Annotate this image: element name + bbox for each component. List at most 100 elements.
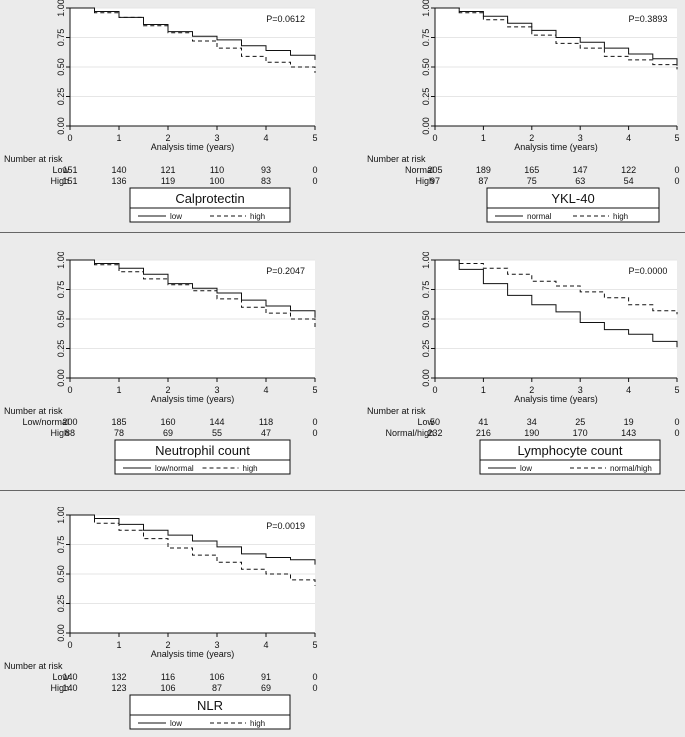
risk-count: 121	[160, 165, 175, 175]
y-tick-label: 0.25	[56, 595, 66, 613]
y-tick-label: 0.00	[56, 624, 66, 642]
risk-count: 69	[261, 683, 271, 693]
x-tick-label: 0	[67, 640, 72, 650]
risk-row-label: High	[415, 176, 434, 186]
risk-count: 87	[212, 683, 222, 693]
x-axis-label: Analysis time (years)	[514, 394, 598, 404]
risk-count: 0	[312, 176, 317, 186]
x-tick-label: 5	[312, 133, 317, 143]
x-tick-label: 4	[263, 640, 268, 650]
x-tick-label: 0	[67, 133, 72, 143]
x-axis-label: Analysis time (years)	[151, 394, 235, 404]
x-tick-label: 2	[165, 133, 170, 143]
risk-row-label: Low	[417, 417, 434, 427]
x-tick-label: 0	[67, 385, 72, 395]
risk-count: 55	[212, 428, 222, 438]
risk-count: 97	[430, 176, 440, 186]
p-value-label: P=0.2047	[266, 266, 305, 276]
risk-count: 118	[259, 417, 273, 427]
km-curve-low	[435, 259, 678, 348]
y-tick-label: 0.50	[56, 58, 66, 76]
risk-count: 190	[524, 428, 539, 438]
risk-count: 165	[524, 165, 539, 175]
risk-count: 170	[573, 428, 588, 438]
row-divider-1	[0, 232, 685, 233]
risk-table-header: Number at risk	[367, 154, 426, 164]
row-divider-2	[0, 490, 685, 491]
x-tick-label: 2	[165, 640, 170, 650]
risk-count: 205	[427, 165, 442, 175]
risk-count: 144	[209, 417, 224, 427]
km-chart-calprotectin: 0.00 0.25 0.50 0.75 1.00 0 1 2 3 4 5 Analysis time …	[4, 0, 318, 223]
p-value-label: P=0.0612	[266, 14, 305, 24]
risk-count: 106	[209, 672, 224, 682]
x-tick-label: 1	[481, 385, 486, 395]
risk-count: 0	[312, 683, 317, 693]
chart-title: Calprotectin	[175, 191, 244, 206]
risk-count: 160	[160, 417, 175, 427]
x-tick-label: 1	[481, 133, 486, 143]
risk-count: 0	[674, 176, 679, 186]
risk-count: 87	[478, 176, 488, 186]
x-tick-label: 4	[626, 385, 631, 395]
km-chart-neutrophil: 0.00 0.25 0.50 0.75 1.00 0 1 2 3 4 5 Analysis time …	[4, 252, 318, 475]
x-tick-label: 5	[674, 385, 679, 395]
y-tick-label: 0.25	[421, 88, 431, 106]
risk-count: 100	[209, 176, 224, 186]
legend-label: high	[613, 212, 628, 221]
km-panel-ykl40: 0.00 0.25 0.50 0.75 1.00 0 1 2 3 4 5 Analysis time …	[365, 0, 685, 230]
y-tick-label: 0.75	[56, 536, 66, 554]
km-curve-high	[70, 7, 316, 73]
risk-count: 93	[261, 165, 271, 175]
km-curve-high	[70, 259, 316, 328]
y-tick-label: 0.75	[56, 29, 66, 47]
y-tick-label: 1.00	[421, 252, 431, 269]
y-tick-label: 0.75	[56, 281, 66, 299]
y-tick-label: 1.00	[56, 0, 66, 17]
legend-label: normal	[527, 212, 552, 221]
y-tick-label: 0.50	[56, 565, 66, 583]
risk-count: 0	[312, 165, 317, 175]
y-tick-label: 1.00	[56, 252, 66, 269]
risk-count: 147	[573, 165, 588, 175]
risk-count: 143	[621, 428, 636, 438]
risk-count: 110	[210, 165, 224, 175]
x-tick-label: 2	[165, 385, 170, 395]
legend-label: high	[243, 464, 258, 473]
y-tick-label: 0.25	[56, 340, 66, 358]
km-panel-nlr: 0.00 0.25 0.50 0.75 1.00 0 1 2 3 4 5 Analysis time …	[0, 507, 340, 737]
risk-count: 136	[111, 176, 126, 186]
risk-row-label: Normal	[405, 165, 434, 175]
x-tick-label: 0	[432, 385, 437, 395]
legend-label: low/normal	[155, 464, 194, 473]
risk-count: 25	[575, 417, 585, 427]
km-curve-normal-high	[435, 259, 678, 315]
risk-count: 119	[161, 176, 175, 186]
risk-count: 151	[62, 176, 77, 186]
risk-count: 232	[427, 428, 442, 438]
chart-title: Neutrophil count	[155, 443, 250, 458]
x-tick-label: 3	[214, 133, 219, 143]
x-tick-label: 4	[626, 133, 631, 143]
x-tick-label: 5	[674, 133, 679, 143]
x-tick-label: 2	[529, 133, 534, 143]
y-tick-label: 0.00	[56, 117, 66, 135]
chart-title: NLR	[197, 698, 223, 713]
x-tick-label: 3	[214, 385, 219, 395]
x-tick-label: 5	[312, 385, 317, 395]
risk-count: 50	[430, 417, 440, 427]
p-value-label: P=0.0019	[266, 521, 305, 531]
risk-count: 41	[478, 417, 488, 427]
risk-table-header: Number at risk	[4, 406, 63, 416]
p-value-label: P=0.0000	[629, 266, 668, 276]
legend-label: low	[170, 719, 182, 728]
y-tick-label: 0.50	[56, 310, 66, 328]
km-chart-ykl40: 0.00 0.25 0.50 0.75 1.00 0 1 2 3 4 5 Analysis time …	[367, 0, 680, 223]
risk-count: 140	[62, 672, 77, 682]
risk-count: 140	[111, 165, 126, 175]
km-curve-low	[70, 514, 316, 565]
y-tick-label: 0.50	[421, 310, 431, 328]
risk-count: 75	[527, 176, 537, 186]
y-tick-label: 1.00	[56, 507, 66, 524]
y-tick-label: 0.25	[56, 88, 66, 106]
